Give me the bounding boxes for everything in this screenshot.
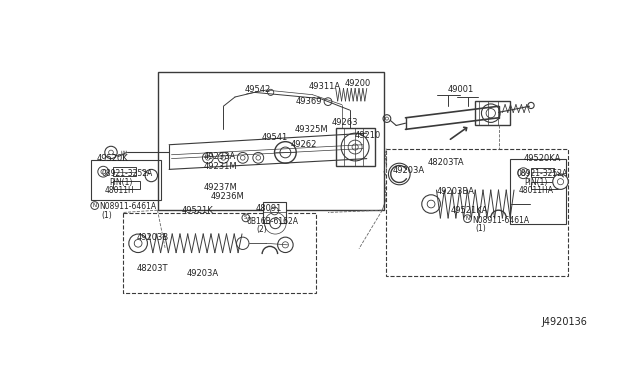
- Text: 49001: 49001: [447, 85, 474, 94]
- Text: 49520KA: 49520KA: [524, 154, 561, 163]
- Text: N: N: [465, 216, 470, 221]
- Text: 08921-3252A: 08921-3252A: [516, 169, 568, 179]
- Text: N: N: [93, 203, 97, 208]
- Circle shape: [98, 166, 109, 177]
- Text: PIN(1): PIN(1): [524, 178, 547, 187]
- Circle shape: [524, 200, 536, 212]
- Text: 49203B: 49203B: [136, 232, 169, 241]
- Text: PIN(1): PIN(1): [109, 178, 133, 187]
- Text: 48203TA: 48203TA: [428, 158, 464, 167]
- Circle shape: [422, 195, 440, 213]
- Text: (2): (2): [257, 225, 268, 234]
- Circle shape: [129, 234, 147, 253]
- Text: 49231M: 49231M: [204, 162, 237, 171]
- Text: 49520K: 49520K: [97, 154, 129, 163]
- Text: 49369: 49369: [296, 97, 322, 106]
- Circle shape: [481, 104, 500, 122]
- Bar: [531, 182, 558, 189]
- Text: 49541: 49541: [261, 133, 287, 142]
- Circle shape: [553, 174, 568, 189]
- Text: N08911-6461A: N08911-6461A: [99, 202, 157, 212]
- Text: 48011HA: 48011HA: [518, 186, 554, 195]
- Text: 49237M: 49237M: [204, 183, 237, 192]
- Text: 49233A: 49233A: [204, 153, 236, 161]
- Text: 48011H: 48011H: [105, 186, 134, 195]
- Circle shape: [518, 168, 529, 179]
- Text: 49542: 49542: [244, 85, 271, 94]
- Text: 49521KA: 49521KA: [451, 206, 488, 215]
- Circle shape: [388, 163, 410, 185]
- Circle shape: [278, 237, 293, 253]
- Text: 49263: 49263: [332, 118, 358, 127]
- Bar: [386, 148, 568, 276]
- Text: N08911-6461A: N08911-6461A: [472, 216, 529, 225]
- Text: 49200: 49200: [345, 78, 371, 87]
- Text: 49210: 49210: [355, 131, 381, 140]
- Text: 48203T: 48203T: [136, 264, 168, 273]
- Text: 49262: 49262: [291, 140, 317, 149]
- Text: 08921-3252A: 08921-3252A: [102, 169, 153, 179]
- Text: 49236M: 49236M: [210, 192, 244, 202]
- Bar: [123, 212, 316, 294]
- Bar: [157, 71, 384, 210]
- Bar: [510, 158, 566, 224]
- Text: 0B16B-6162A: 0B16B-6162A: [246, 217, 299, 226]
- Text: 49521K: 49521K: [182, 206, 213, 215]
- Text: 49203A: 49203A: [187, 269, 219, 278]
- Circle shape: [513, 196, 528, 212]
- Text: (1): (1): [102, 211, 113, 220]
- Text: J4920136: J4920136: [542, 317, 588, 327]
- Bar: [336, 128, 374, 166]
- Text: 49311A: 49311A: [308, 81, 340, 91]
- Bar: [476, 101, 510, 125]
- Text: 48091: 48091: [256, 204, 282, 213]
- Text: 49325M: 49325M: [294, 125, 328, 135]
- Bar: [113, 181, 140, 189]
- Bar: [113, 167, 136, 176]
- Text: 49203A: 49203A: [392, 166, 424, 174]
- Circle shape: [270, 218, 281, 229]
- Bar: [263, 202, 286, 223]
- Bar: [91, 160, 161, 200]
- Text: 49203BA: 49203BA: [436, 187, 474, 196]
- Text: (1): (1): [476, 224, 486, 233]
- Circle shape: [145, 169, 157, 182]
- Bar: [531, 168, 554, 177]
- Text: S: S: [244, 215, 248, 220]
